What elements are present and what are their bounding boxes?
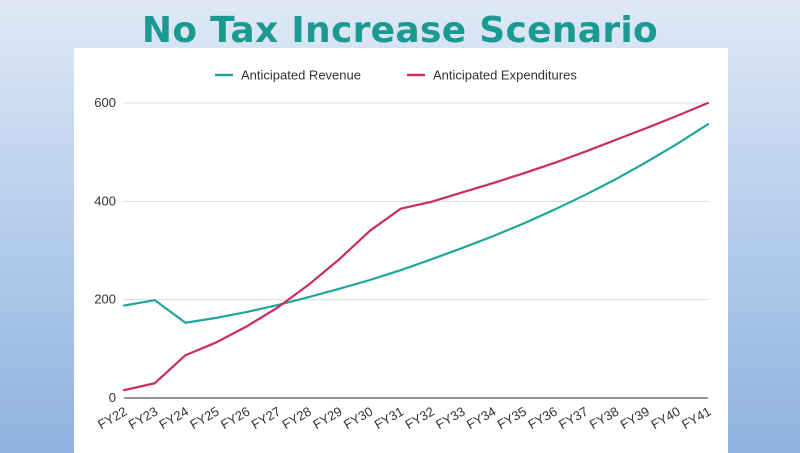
revenue-expenditure-line-chart: Anticipated Revenue Anticipated Expenditu… (94, 68, 713, 433)
series-line-anticipated-revenue (122, 123, 710, 324)
y-axis: 0 200 400 600 (94, 95, 116, 405)
x-tick-label: FY29 (310, 404, 344, 433)
x-tick-label: FY35 (495, 404, 529, 433)
chart-card: Anticipated Revenue Anticipated Expenditu… (74, 48, 728, 453)
x-tick-label: FY37 (556, 404, 590, 433)
x-tick-label: FY33 (433, 404, 467, 433)
series-line-anticipated-expenditures (122, 101, 710, 392)
x-tick-label: FY34 (464, 404, 498, 433)
legend-item: Anticipated Revenue (215, 68, 361, 83)
y-tick-label: 0 (109, 390, 116, 405)
x-tick-label: FY28 (280, 404, 314, 433)
legend-item: Anticipated Expenditures (407, 68, 577, 83)
x-tick-label: FY36 (525, 404, 559, 433)
x-tick-label: FY40 (648, 404, 682, 433)
x-tick-label: FY26 (218, 404, 252, 433)
y-tick-label: 400 (94, 193, 116, 208)
y-tick-label: 600 (94, 95, 116, 110)
x-tick-label: FY30 (341, 404, 375, 433)
x-tick-label: FY22 (95, 404, 129, 433)
x-tick-label: FY31 (372, 404, 406, 433)
chart-gridlines (124, 102, 708, 399)
x-tick-label: FY23 (126, 404, 160, 433)
slide-title: No Tax Increase Scenario (141, 10, 659, 51)
x-tick-label: FY38 (587, 404, 621, 433)
chart-legend: Anticipated Revenue Anticipated Expenditu… (215, 68, 577, 83)
x-tick-label: FY39 (618, 404, 652, 433)
x-tick-label: FY25 (187, 404, 221, 433)
legend-label: Anticipated Revenue (241, 68, 361, 83)
chart-series (122, 101, 710, 392)
x-axis: FY22FY23FY24FY25FY26FY27FY28FY29FY30FY31… (95, 404, 713, 433)
x-tick-label: FY32 (402, 404, 436, 433)
y-tick-label: 200 (94, 292, 116, 307)
x-tick-label: FY27 (249, 404, 283, 433)
x-tick-label: FY41 (679, 404, 713, 433)
x-tick-label: FY24 (157, 404, 191, 433)
legend-label: Anticipated Expenditures (433, 68, 577, 83)
